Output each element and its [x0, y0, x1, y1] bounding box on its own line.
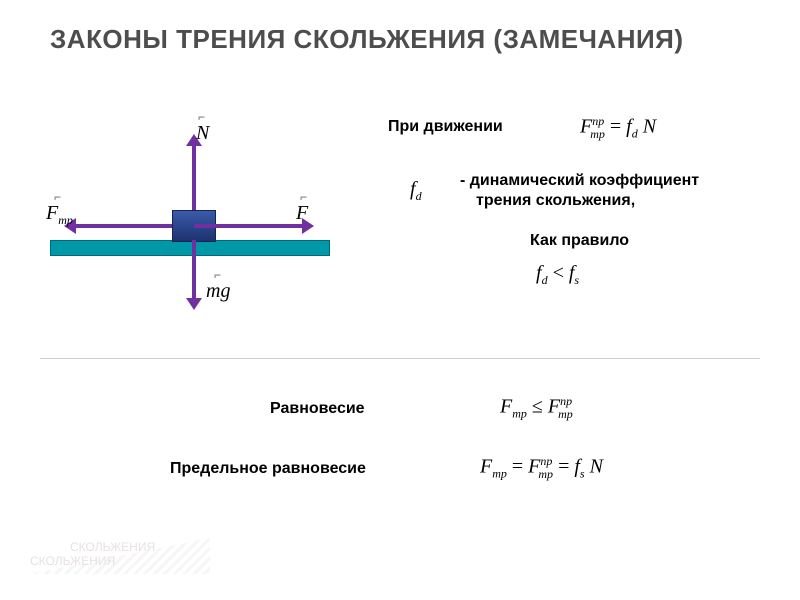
eq-lim-eq2: =: [553, 456, 574, 478]
symbol-fd: fd: [410, 178, 422, 204]
label-Fmp-F: F: [46, 202, 58, 224]
label-Fmp-sub: mp: [58, 213, 73, 227]
watermark-text-b: СКОЛЬЖЕНИЯ: [70, 540, 155, 554]
text-as-rule: Как правило: [530, 232, 629, 250]
eq-lim-asub: mp: [492, 467, 507, 481]
eq-limit: Fmp = Fnpmp = fs N: [480, 454, 603, 482]
eq-le-lF: F: [500, 396, 512, 418]
eq-motion: Fnpmp = fd N: [580, 114, 656, 142]
eq-motion-sub: mp: [590, 127, 605, 141]
eq-lim-aF: F: [480, 456, 492, 478]
text-dyn-coef2: трения скольжения,: [476, 192, 635, 210]
arrow-N: [192, 144, 196, 210]
eq-motion-sup: np: [592, 114, 604, 128]
watermark-text-a: СКОЛЬЖЕНИЯ: [30, 554, 115, 568]
eq-motion-N: N: [638, 116, 656, 138]
arrow-Fmp: [74, 224, 172, 228]
eq-lim-bsup: np: [540, 454, 552, 468]
eq-le-rsup: np: [560, 394, 572, 408]
eq-fdfs-op: <: [548, 262, 569, 284]
divider-line: [40, 358, 760, 359]
eq-le-rsub: mp: [558, 407, 573, 421]
eq-le: Fmp ≤ Fnpmp: [500, 394, 573, 422]
eq-fd-lt-fs: fd < fs: [536, 262, 579, 288]
text-equilibrium: Равновесие: [270, 400, 365, 418]
watermark-line1: СКОЛЬЖЕНИЯ: [30, 554, 115, 568]
eq-lim-bsub: mp: [538, 467, 553, 481]
text-limit-equilibrium: Предельное равновесие: [170, 460, 366, 478]
eq-le-op: ≤: [527, 396, 548, 418]
surface-bar: [50, 240, 330, 256]
eq-fdfs-s2: s: [574, 273, 579, 287]
text-dyn-coef: - динамический коэффициент: [460, 172, 699, 190]
arrow-mg: [192, 240, 196, 300]
label-F: F: [296, 202, 308, 225]
label-mg: mg: [206, 280, 230, 303]
eq-lim-cN: N: [585, 456, 603, 478]
arrow-F: [194, 224, 304, 228]
eq-motion-eqs: =: [605, 116, 626, 138]
label-N: N: [196, 122, 209, 145]
page-title: ЗАКОНЫ ТРЕНИЯ СКОЛЬЖЕНИЯ (ЗАМЕЧАНИЯ): [50, 24, 684, 55]
friction-diagram: ⌐ N ⌐ Fmp ⌐ F ⌐ mg: [40, 110, 350, 320]
symbol-fd-sub: d: [416, 189, 422, 203]
text-motion: При движении: [388, 118, 503, 136]
eq-lim-eq1: =: [507, 456, 528, 478]
label-Fmp: Fmp: [46, 202, 73, 228]
watermark-line1b: СКОЛЬЖЕНИЯ: [70, 540, 155, 554]
eq-le-lsub: mp: [512, 407, 527, 421]
